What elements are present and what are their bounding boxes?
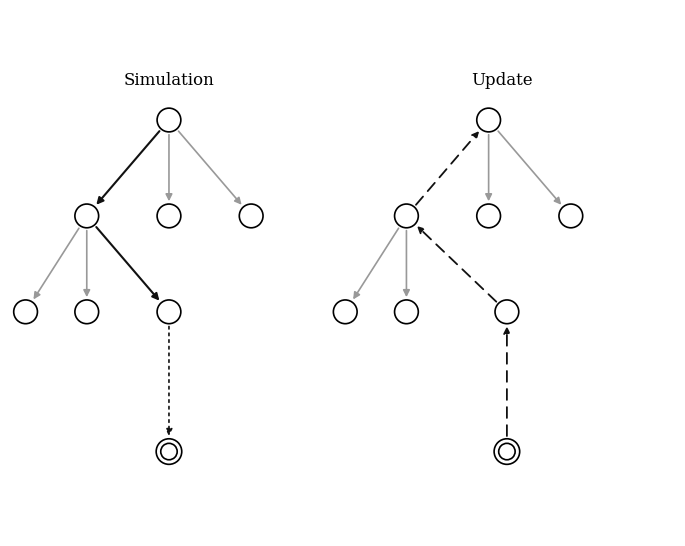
Circle shape bbox=[559, 204, 583, 228]
Circle shape bbox=[157, 300, 181, 324]
Circle shape bbox=[494, 439, 520, 464]
Circle shape bbox=[477, 204, 501, 228]
Circle shape bbox=[499, 443, 515, 460]
Circle shape bbox=[157, 108, 181, 132]
Circle shape bbox=[477, 108, 501, 132]
Circle shape bbox=[156, 439, 182, 464]
Circle shape bbox=[395, 204, 419, 228]
Circle shape bbox=[75, 204, 99, 228]
Circle shape bbox=[157, 204, 181, 228]
Circle shape bbox=[495, 300, 519, 324]
Circle shape bbox=[395, 300, 419, 324]
Circle shape bbox=[334, 300, 357, 324]
Circle shape bbox=[161, 443, 177, 460]
Text: Update: Update bbox=[471, 72, 533, 89]
Circle shape bbox=[239, 204, 263, 228]
Text: Simulation: Simulation bbox=[123, 72, 214, 89]
Circle shape bbox=[14, 300, 38, 324]
Circle shape bbox=[75, 300, 99, 324]
